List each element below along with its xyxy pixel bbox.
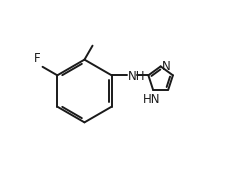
Text: NH: NH [128, 70, 145, 83]
Text: HN: HN [143, 93, 160, 106]
Text: F: F [34, 52, 40, 65]
Text: N: N [162, 60, 171, 73]
